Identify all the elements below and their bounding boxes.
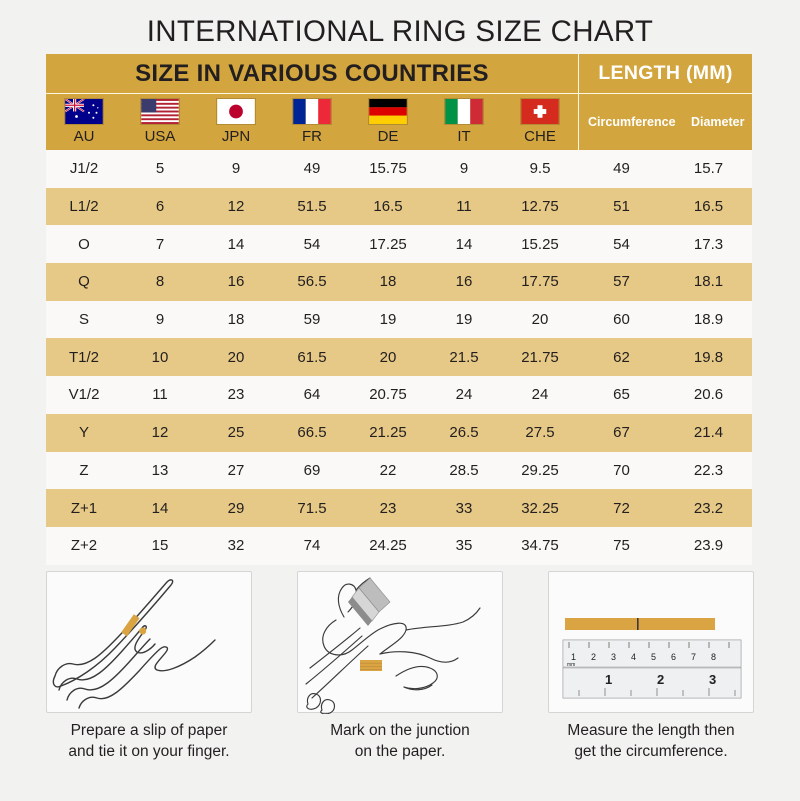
svg-text:1: 1: [571, 652, 576, 662]
svg-text:8: 8: [711, 652, 716, 662]
svg-text:7: 7: [691, 652, 696, 662]
svg-text:mm: mm: [567, 662, 575, 668]
svg-text:5: 5: [651, 652, 656, 662]
svg-text:3: 3: [611, 652, 616, 662]
svg-text:3: 3: [709, 672, 716, 687]
svg-text:2: 2: [657, 672, 664, 687]
svg-text:2: 2: [591, 652, 596, 662]
svg-text:6: 6: [671, 652, 676, 662]
svg-text:4: 4: [631, 652, 636, 662]
svg-text:1: 1: [605, 672, 612, 687]
